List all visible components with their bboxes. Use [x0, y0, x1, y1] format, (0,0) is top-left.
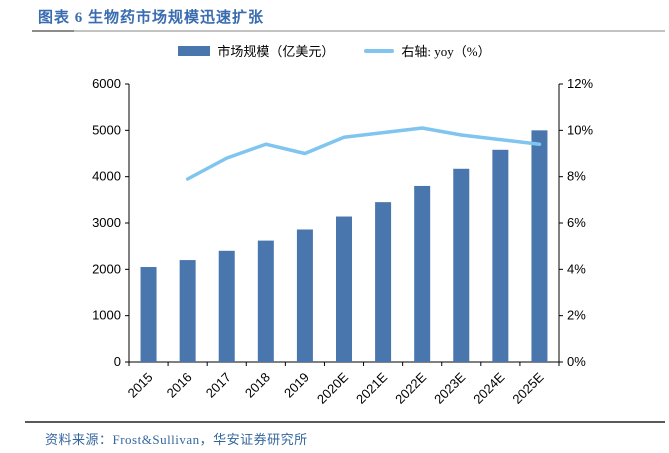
legend-label-yoy: 右轴: yoy（%）: [401, 44, 491, 59]
right-axis-tick-label: 2%: [567, 308, 586, 323]
title-divider-right-segment: [74, 30, 665, 32]
right-axis-tick-label: 8%: [567, 169, 586, 184]
line-series-swatch: [364, 48, 395, 53]
bar-2021E: [375, 202, 392, 362]
figure-title: 图表 6 生物药市场规模迅速扩张: [38, 10, 265, 26]
left-axis-tick-label: 5000: [92, 122, 121, 137]
left-axis-tick-label: 2000: [92, 261, 121, 276]
left-axis-tick-label: 0: [114, 354, 121, 369]
x-axis-category-label: 2020E: [314, 369, 351, 406]
bar-2024E: [492, 149, 509, 362]
combo-chart: 0 1000 2000 3000 4000 5000 6000 0% 2% 4% 6% 8% 10% 12…: [92, 76, 593, 407]
left-axis-tick-label: 6000: [92, 76, 121, 91]
chart-legend: 市场规模（亿美元） 右轴: yoy（%）: [0, 41, 669, 60]
x-axis-category-label: 2017: [203, 370, 234, 401]
legend-label-market-size: 市场规模（亿美元）: [217, 44, 335, 59]
right-axis-tick-label: 12%: [567, 76, 593, 91]
bar-2015: [140, 267, 157, 362]
source-note: 资料来源：Frost&Sullivan，华安证券研究所: [45, 432, 308, 447]
title-divider: [32, 30, 665, 32]
x-axis-category-label: 2015: [125, 370, 156, 401]
bar-2025E: [531, 130, 548, 362]
x-axis-category-label: 2025E: [509, 369, 546, 406]
x-axis-category-label: 2018: [242, 370, 273, 401]
bar-2019: [296, 229, 313, 362]
left-axis-tick-label: 4000: [92, 169, 121, 184]
right-axis-tick-label: 4%: [567, 261, 586, 276]
footer-divider: [25, 421, 665, 423]
bar-2017: [218, 250, 235, 362]
left-axis-tick-label: 3000: [92, 215, 121, 230]
bar-2018: [257, 240, 274, 362]
bar-2020E: [336, 216, 352, 362]
bar-2023E: [453, 168, 470, 362]
title-divider-left-segment: [32, 30, 74, 32]
x-axis-category-label: 2022E: [392, 369, 429, 406]
yoy-line: [185, 126, 542, 181]
right-axis-tick-label: 0%: [567, 354, 586, 369]
x-axis-category-label: 2024E: [470, 369, 507, 406]
legend-item-market-size: 市场规模（亿美元）: [178, 41, 334, 60]
bar-2016: [179, 260, 196, 362]
left-axis-tick-label: 1000: [92, 308, 121, 323]
x-axis-category-label: 2016: [164, 370, 195, 401]
x-axis-category-label: 2019: [281, 370, 312, 401]
x-axis-category-label: 2021E: [353, 369, 390, 406]
x-axis-category-label: 2023E: [431, 369, 468, 406]
right-axis-tick-label: 10%: [567, 122, 593, 137]
bar-2022E: [414, 185, 431, 362]
legend-item-yoy: 右轴: yoy（%）: [364, 41, 491, 60]
right-axis-tick-label: 6%: [567, 215, 586, 230]
bar-series-swatch: [178, 45, 211, 56]
